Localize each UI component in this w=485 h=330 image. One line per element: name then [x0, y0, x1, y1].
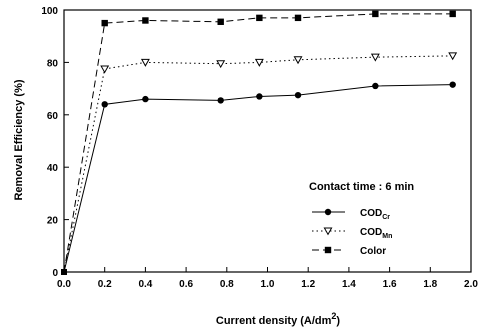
- legend-item: CODCr: [312, 208, 390, 221]
- series-line: [63, 84, 453, 273]
- series-line: [63, 55, 453, 273]
- legend-item: CODMn: [312, 227, 392, 240]
- y-tick-label: 60: [47, 111, 59, 122]
- x-tick-label: 2.0: [464, 279, 478, 290]
- data-point: [101, 101, 108, 108]
- data-point: [372, 82, 379, 90]
- data-point: [256, 93, 263, 100]
- x-tick-label: 1.6: [383, 279, 397, 290]
- y-tick-label: 20: [47, 216, 59, 227]
- data-point: [140, 58, 150, 67]
- data-point: [142, 17, 149, 24]
- legend-item: Color: [312, 246, 386, 257]
- legend-title: Contact time : 6 min: [309, 181, 414, 193]
- plot-frame: [63, 9, 472, 273]
- data-point: [100, 65, 110, 74]
- data-point: [142, 95, 149, 103]
- x-tick-label: 0.0: [57, 279, 71, 290]
- x-tick-label: 0.4: [138, 279, 152, 290]
- x-tick-label: 1.8: [423, 279, 437, 290]
- legend-marker: [324, 246, 332, 254]
- data-point: [217, 18, 224, 25]
- y-tick-label: 40: [47, 163, 59, 174]
- y-tick-label: 100: [41, 6, 58, 17]
- x-tick-label: 0.6: [179, 279, 193, 290]
- series-1: [61, 52, 458, 275]
- series-0: [61, 81, 456, 275]
- y-tick-label: 0: [52, 268, 58, 279]
- data-point: [217, 97, 224, 104]
- data-point: [448, 52, 458, 61]
- legend-label: Color: [360, 246, 386, 257]
- x-tick-label: 1.0: [261, 279, 275, 290]
- legend: Contact time : 6 min CODCr CODMn Color: [309, 181, 414, 257]
- x-tick-label: 0.2: [98, 279, 112, 290]
- legend-label: CODCr: [360, 208, 390, 221]
- series-2: [61, 10, 456, 275]
- legend-marker: [323, 227, 333, 236]
- data-point: [449, 81, 456, 88]
- x-tick-label: 1.4: [342, 279, 356, 290]
- data-point: [216, 60, 226, 69]
- data-point: [449, 10, 456, 18]
- legend-marker: [324, 208, 332, 216]
- data-point: [294, 91, 302, 99]
- data-point: [293, 56, 303, 65]
- data-point: [254, 58, 264, 67]
- y-axis: 0 20 40 60 80 100: [41, 6, 69, 279]
- legend-label: CODMn: [360, 227, 392, 240]
- data-point: [101, 19, 108, 27]
- data-point: [372, 10, 379, 18]
- plot-area: [61, 9, 472, 275]
- x-axis: 0.0 0.2 0.4 0.6 0.8 1.0 1.2 1.4 1.6 1.8 2.0: [57, 267, 478, 290]
- y-axis-label: Removal Efficiency (%): [13, 79, 25, 200]
- y-tick-label: 80: [47, 58, 59, 69]
- x-axis-label: Current density (A/dm2): [216, 311, 341, 327]
- x-tick-label: 0.8: [220, 279, 234, 290]
- data-point: [256, 14, 263, 22]
- series-line: [63, 13, 453, 273]
- x-tick-label: 1.2: [301, 279, 315, 290]
- data-point: [370, 53, 380, 62]
- data-point: [294, 14, 302, 22]
